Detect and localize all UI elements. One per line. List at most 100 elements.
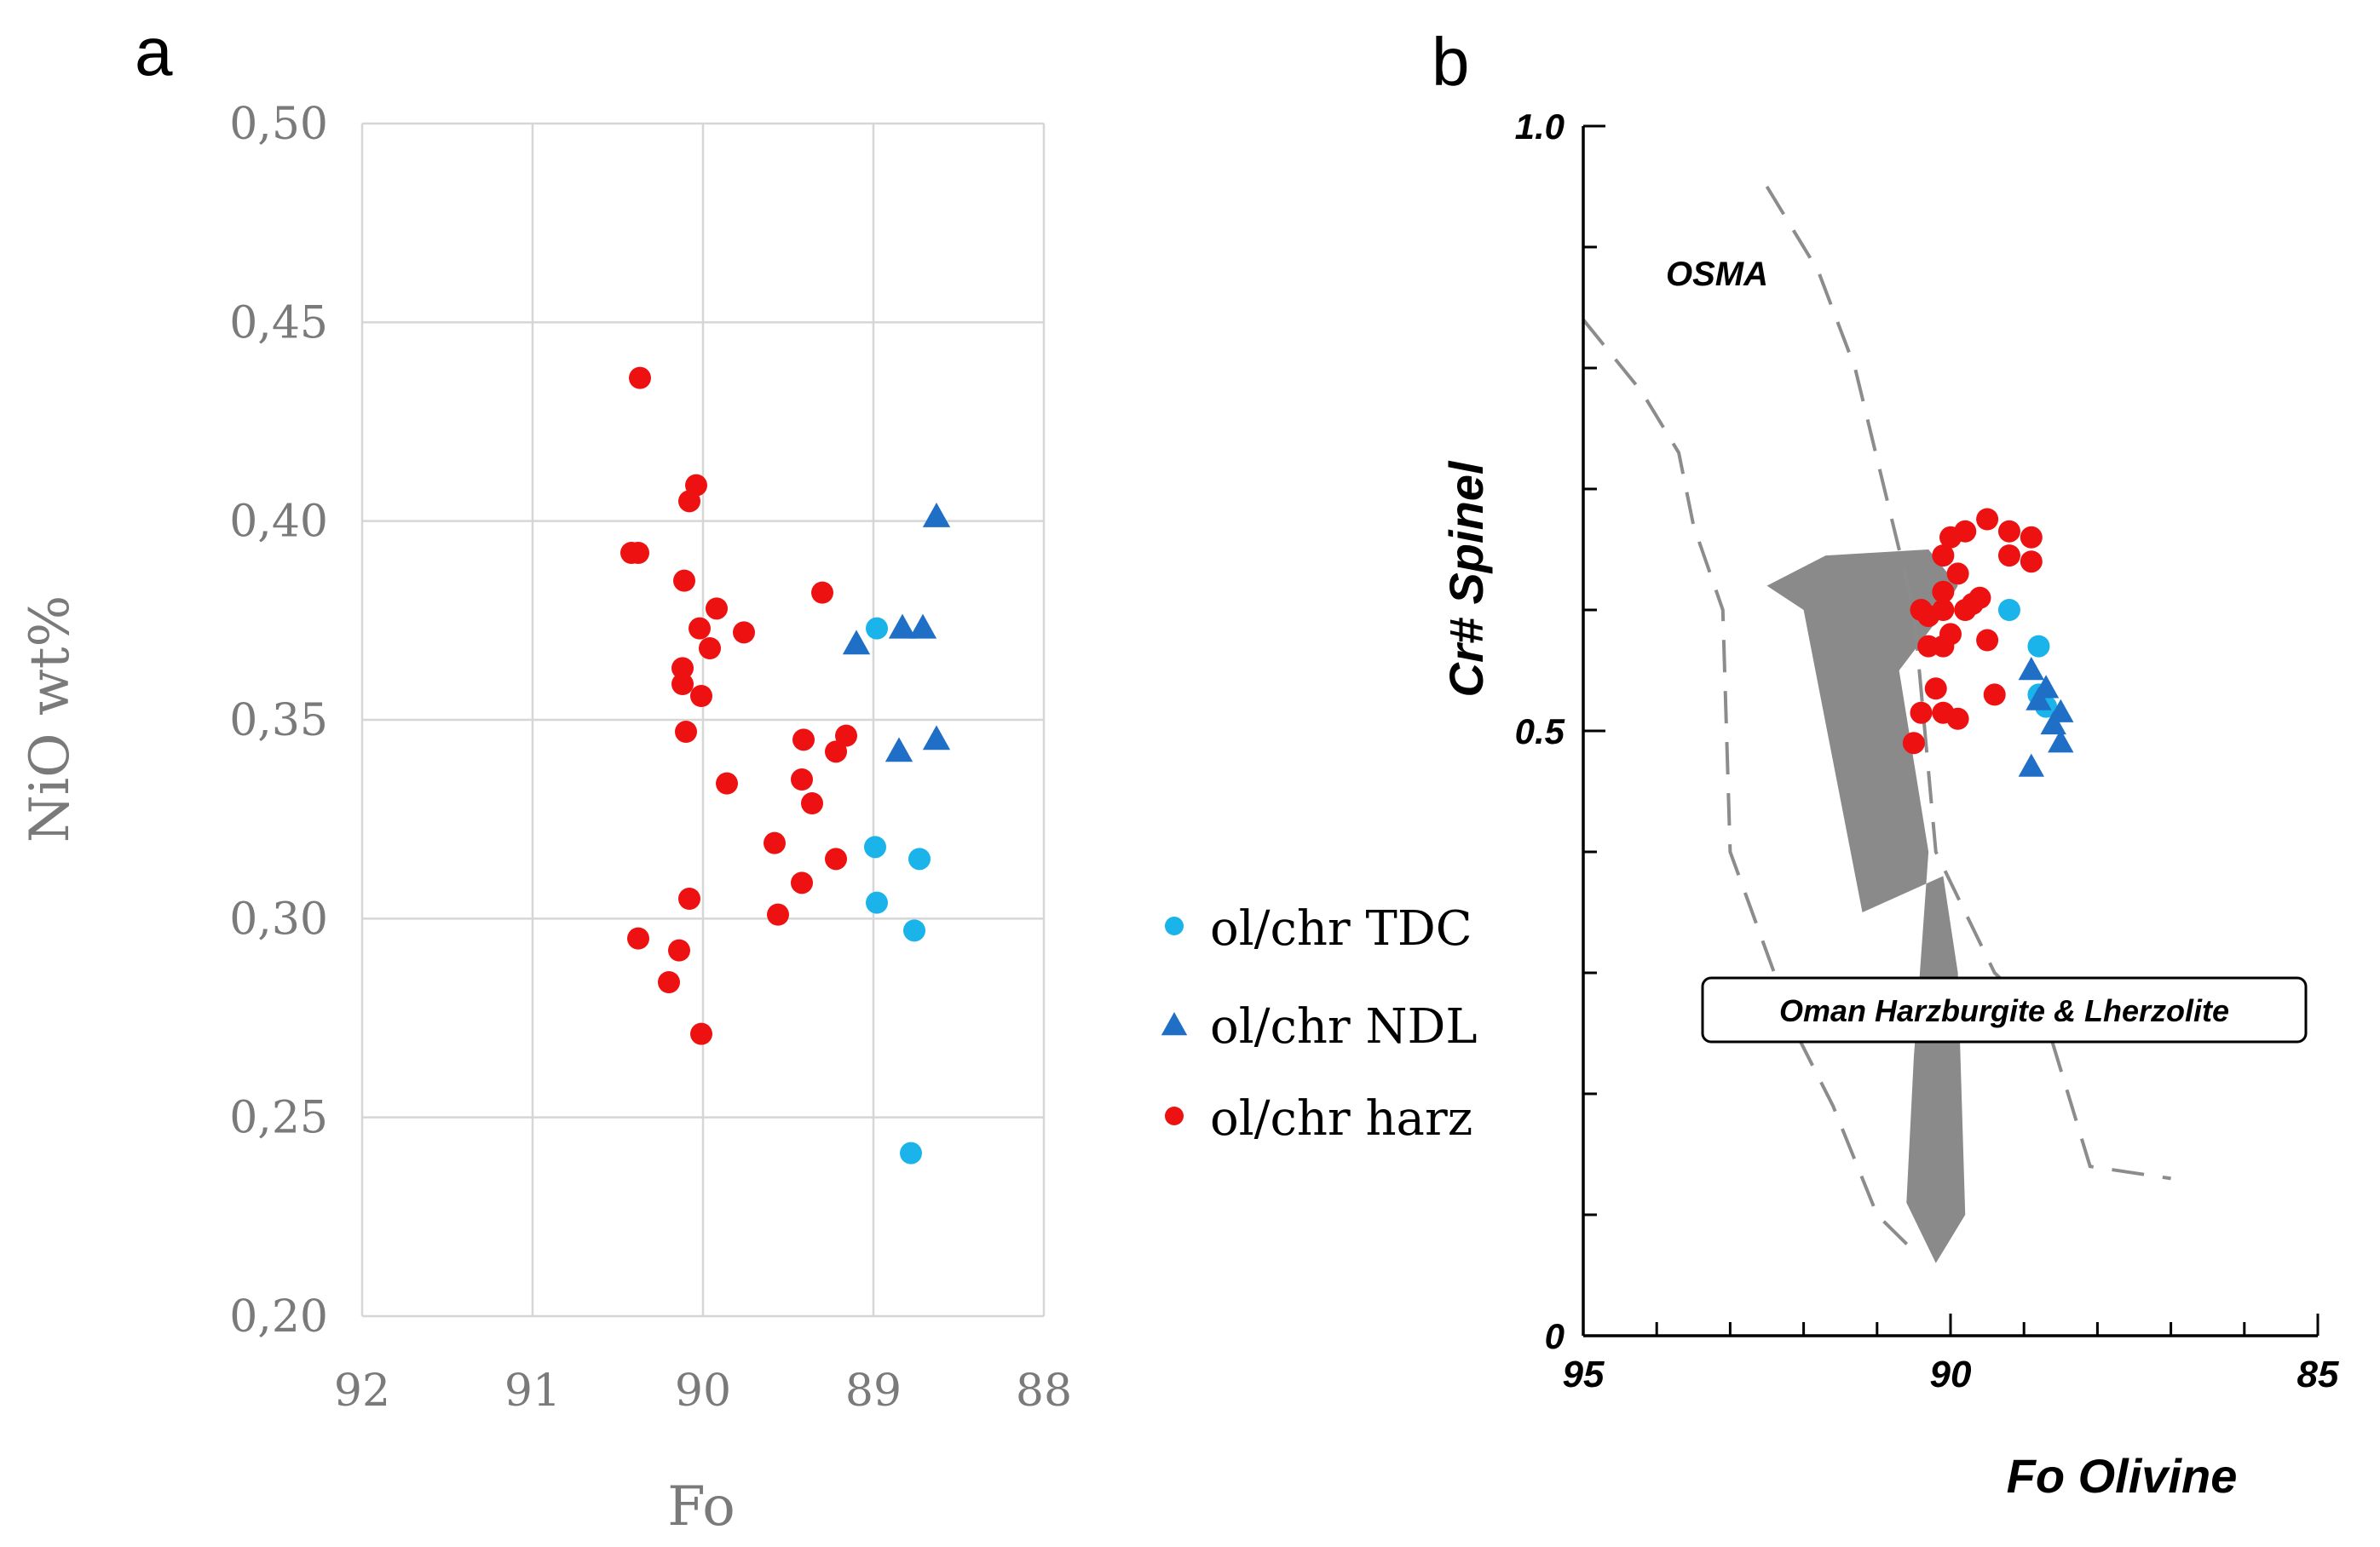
data-point-triangle bbox=[922, 725, 951, 750]
data-point-circle bbox=[1939, 526, 1962, 549]
data-point-circle bbox=[900, 1142, 922, 1165]
data-point-circle bbox=[825, 740, 847, 763]
y-tick-label: 0,50 bbox=[229, 99, 328, 150]
data-point-circle bbox=[811, 581, 833, 604]
data-point-circle bbox=[1997, 599, 2020, 621]
data-point-circle bbox=[1932, 635, 1955, 658]
oman-field-label: Oman Harzburgite & Lherzolite bbox=[1779, 993, 2229, 1028]
x-tick-label: 92 bbox=[334, 1366, 390, 1417]
data-point-circle bbox=[767, 903, 789, 926]
data-point-circle bbox=[706, 597, 728, 620]
data-point-circle bbox=[1924, 677, 1947, 700]
y-tick-label: 0,20 bbox=[229, 1291, 328, 1343]
oman-field-area bbox=[1766, 549, 1966, 1263]
data-point-circle bbox=[1946, 562, 1969, 585]
data-point-triangle bbox=[842, 630, 871, 655]
osma-annotation: OSMA bbox=[1666, 256, 1768, 293]
data-point-triangle bbox=[885, 737, 913, 762]
legend-marker-triangle bbox=[1161, 1012, 1188, 1036]
legend-marker-circle bbox=[1165, 1107, 1184, 1125]
legend-marker-circle bbox=[1165, 917, 1184, 935]
data-point-circle bbox=[835, 724, 857, 747]
y-tick-label: 0,45 bbox=[229, 297, 328, 348]
panel-b-ylabel: Cr# Spinel bbox=[1439, 460, 1493, 697]
data-point-circle bbox=[673, 569, 695, 592]
data-point-circle bbox=[668, 939, 690, 962]
data-point-circle bbox=[791, 871, 813, 894]
data-point-circle bbox=[864, 836, 886, 859]
data-point-circle bbox=[675, 721, 697, 743]
y-tick-label: 1.0 bbox=[1515, 106, 1565, 147]
legend-label: ol/chr NDL bbox=[1210, 999, 1478, 1055]
x-tick-label: 91 bbox=[504, 1366, 561, 1417]
data-point-circle bbox=[1976, 508, 1999, 531]
data-point-triangle bbox=[2018, 657, 2045, 681]
data-point-circle bbox=[1954, 599, 1977, 621]
data-point-circle bbox=[716, 772, 738, 795]
y-tick-label: 0 bbox=[1545, 1316, 1565, 1356]
legend-label: ol/chr harz bbox=[1210, 1091, 1472, 1147]
x-tick-label: 88 bbox=[1016, 1366, 1072, 1417]
x-tick-label: 90 bbox=[675, 1366, 731, 1417]
data-point-circle bbox=[908, 848, 931, 871]
data-point-circle bbox=[678, 490, 700, 513]
data-point-circle bbox=[629, 366, 651, 389]
data-point-triangle bbox=[922, 503, 951, 527]
data-point-circle bbox=[2020, 550, 2043, 573]
panel-a-chart: 92 91 90 89 88 0,50 0,45 0,40 0,35 0,30 0,25 0,20 bbox=[229, 99, 1072, 1417]
data-point-circle bbox=[1902, 732, 1925, 755]
data-point-circle bbox=[866, 617, 888, 640]
legend: ol/chr TDC ol/chr NDL ol/chr harz bbox=[1161, 901, 1478, 1147]
data-point-circle bbox=[825, 848, 847, 871]
data-point-circle bbox=[801, 792, 823, 814]
data-point-circle bbox=[1932, 544, 1955, 567]
data-point-circle bbox=[627, 927, 649, 950]
data-point-circle bbox=[671, 673, 694, 695]
x-tick-label: 90 bbox=[1930, 1354, 1972, 1395]
y-tick-label: 0,35 bbox=[229, 695, 328, 746]
data-point-circle bbox=[1983, 683, 2006, 706]
y-tick-label: 0,25 bbox=[229, 1093, 328, 1144]
data-point-circle bbox=[2020, 526, 2043, 549]
data-point-circle bbox=[1976, 629, 1999, 652]
osma-boundary-dashed bbox=[1765, 185, 2171, 1181]
y-tick-label: 0.5 bbox=[1515, 711, 1565, 751]
data-point-circle bbox=[903, 919, 925, 942]
y-tick-label: 0,30 bbox=[229, 894, 328, 945]
data-point-triangle bbox=[908, 613, 937, 639]
data-point-circle bbox=[866, 891, 888, 914]
legend-label: ol/chr TDC bbox=[1210, 901, 1472, 957]
oman-field-label-box: Oman Harzburgite & Lherzolite bbox=[1701, 976, 2308, 1044]
data-point-circle bbox=[658, 971, 680, 993]
data-point-triangle bbox=[2018, 753, 2045, 777]
panel-a-xlabel: Fo bbox=[667, 1475, 735, 1538]
panel-a-ylabel: NiO wt% bbox=[19, 595, 82, 843]
data-point-circle bbox=[764, 831, 786, 854]
data-point-triangle bbox=[2048, 729, 2074, 753]
data-point-circle bbox=[1917, 605, 1940, 628]
x-tick-label: 85 bbox=[2297, 1354, 2339, 1395]
data-point-circle bbox=[791, 768, 813, 791]
data-point-circle bbox=[1997, 520, 2020, 543]
data-point-circle bbox=[690, 685, 712, 707]
y-tick-label: 0,40 bbox=[229, 497, 328, 548]
data-point-triangle bbox=[888, 613, 917, 639]
data-point-triangle bbox=[2026, 687, 2052, 710]
panel-b-label: b bbox=[1432, 24, 1470, 100]
data-point-circle bbox=[671, 657, 694, 680]
data-point-circle bbox=[1910, 701, 1933, 724]
osma-boundary-dashed bbox=[1582, 318, 1916, 1253]
panel-a-label: a bbox=[135, 14, 173, 89]
data-point-circle bbox=[1932, 580, 1955, 603]
panel-b-xlabel: Fo Olivine bbox=[2007, 1449, 2238, 1503]
panel-b-chart: 95 90 85 1.0 0.5 0 bbox=[1515, 106, 2339, 1395]
data-point-circle bbox=[1997, 544, 2020, 567]
data-point-circle bbox=[689, 617, 711, 640]
data-point-circle bbox=[1946, 707, 1969, 730]
x-tick-label: 95 bbox=[1563, 1354, 1605, 1395]
data-point-circle bbox=[2027, 635, 2050, 658]
data-point-circle bbox=[733, 621, 755, 644]
data-point-circle bbox=[690, 1022, 712, 1045]
data-point-triangle bbox=[2040, 710, 2066, 735]
